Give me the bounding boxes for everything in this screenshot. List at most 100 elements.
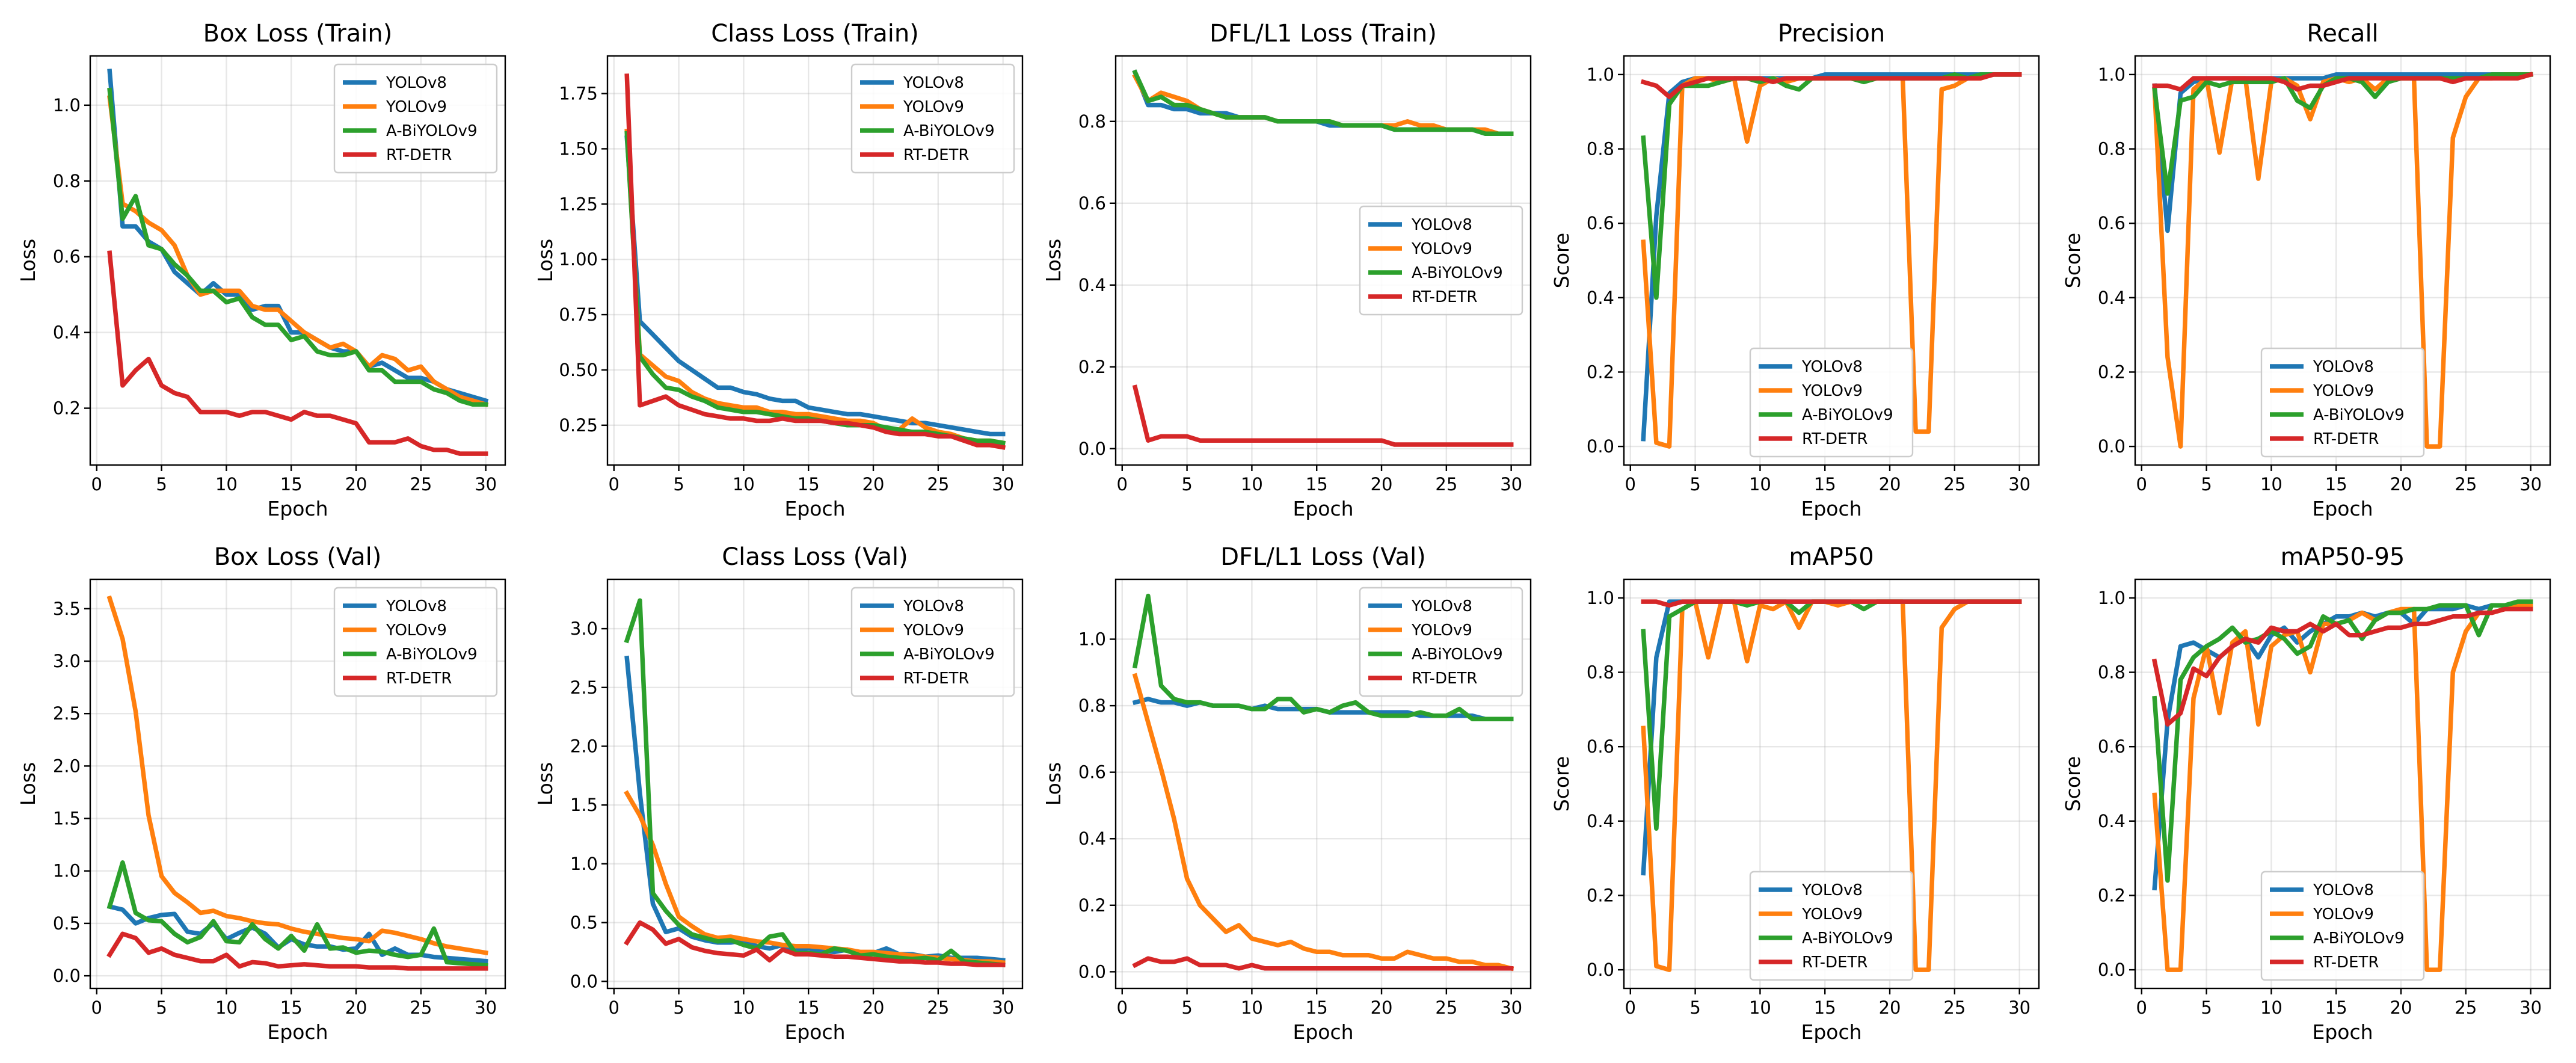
legend-box [850, 63, 1015, 174]
x-tick-label: 25 [927, 474, 949, 495]
x-axis-label: Epoch [2312, 497, 2373, 520]
x-axis-label: Epoch [2312, 1020, 2373, 1044]
y-tick-label: 0.2 [2098, 885, 2126, 905]
y-tick-label: 0.6 [1587, 213, 1614, 233]
x-tick-label: 0 [1117, 474, 1128, 495]
x-tick-label: 10 [215, 474, 238, 495]
x-tick-label: 25 [410, 997, 432, 1018]
series-line [624, 135, 1006, 437]
x-tick-label: 30 [475, 474, 497, 495]
y-tick-label: 0.2 [1078, 357, 1106, 377]
y-tick-label: 0.5 [53, 913, 81, 934]
legend-box [333, 587, 498, 697]
x-tick-label: 15 [1814, 997, 1836, 1018]
series-line [624, 131, 1006, 446]
y-tick-label: 0.2 [53, 398, 81, 419]
series-line [2152, 599, 2533, 883]
legend-label: YOLOv8 [1411, 216, 1472, 234]
x-tick-label: 5 [2201, 997, 2212, 1018]
y-axis-label: Loss [533, 762, 557, 806]
series-line [624, 129, 1006, 446]
x-tick-label: 5 [156, 474, 167, 495]
y-tick-label: 0.2 [1078, 895, 1106, 916]
series-line [624, 920, 1006, 967]
x-tick-label: 0 [1625, 474, 1636, 495]
x-axis-label: Epoch [784, 497, 845, 520]
legend-label: A-BiYOLOv9 [2313, 406, 2405, 424]
y-tick-label: 0.0 [1587, 960, 1614, 980]
chart-panel: 0 5 10 15 20 25 30 0.0 0.2 0.4 0.6 0.8 1.0 Recall Epoc… [2061, 20, 2551, 520]
legend-label: A-BiYOLOv9 [2313, 929, 2405, 947]
y-axis-label: Score [1550, 233, 1573, 288]
y-axis-label: Loss [1042, 762, 1065, 806]
x-tick-label: 30 [2008, 997, 2030, 1018]
y-tick-label: 0.4 [2098, 811, 2126, 831]
y-tick-label: 0.0 [570, 971, 598, 991]
series-lines [2151, 599, 2533, 972]
chart-panel: 0 5 10 15 20 25 30 0.2 0.4 0.6 0.8 1.0 Box Loss (Tra… [16, 20, 506, 520]
legend-box [2260, 870, 2425, 981]
y-tick-label: 3.0 [53, 651, 81, 671]
y-tick-label: 0.0 [1587, 436, 1614, 457]
axes-frame [1114, 55, 1532, 466]
series-lines [106, 595, 489, 971]
legend-label: YOLOv9 [1801, 905, 1863, 923]
legend-box [2260, 347, 2425, 458]
series-lines [1132, 69, 1514, 447]
legend-label: A-BiYOLOv9 [903, 122, 995, 140]
y-tick-label: 1.0 [1587, 588, 1614, 608]
series-line [1641, 599, 2022, 876]
y-tick-label: 2.0 [53, 756, 81, 776]
legend-label: RT-DETR [1412, 670, 1477, 688]
y-tick-label: 0.6 [1078, 193, 1106, 214]
x-axis-label: Epoch [1801, 497, 1861, 520]
chart-title: Class Loss (Val) [722, 543, 908, 571]
x-axis-label: Epoch [267, 497, 328, 520]
legend: YOLOv8 YOLOv9 A-BiYOLOv9 RT-DETR [850, 587, 1015, 697]
legend-label: YOLOv9 [903, 621, 964, 639]
legend-label: RT-DETR [2313, 430, 2379, 448]
series-lines [624, 73, 1006, 450]
series-line [1132, 593, 1514, 721]
series-line [2152, 72, 2534, 92]
x-tick-label: 15 [1306, 997, 1328, 1018]
y-tick-label: 0.6 [2098, 213, 2126, 233]
axes-frame [1623, 55, 2040, 466]
legend-label: RT-DETR [1802, 954, 1867, 972]
y-tick-label: 0.8 [2098, 139, 2126, 159]
x-tick-label: 30 [475, 997, 497, 1018]
x-axis-label: Epoch [1801, 1020, 1861, 1044]
x-axis-label: Epoch [1293, 1020, 1353, 1044]
y-axis-label: Score [2061, 756, 2085, 812]
x-tick-label: 15 [280, 997, 303, 1018]
y-tick-label: 2.5 [570, 677, 598, 698]
series-line [107, 250, 488, 456]
x-tick-label: 15 [280, 474, 303, 495]
y-tick-label: 0.0 [2098, 436, 2126, 457]
legend-label: YOLOv9 [386, 621, 447, 639]
chart-title: Precision [1778, 20, 1885, 48]
x-tick-label: 10 [1241, 997, 1263, 1018]
x-tick-label: 10 [2260, 997, 2282, 1018]
x-tick-label: 5 [156, 997, 167, 1018]
x-tick-label: 0 [1117, 997, 1128, 1018]
x-tick-label: 20 [2390, 474, 2412, 495]
x-tick-label: 20 [1879, 997, 1901, 1018]
series-line [1640, 72, 2022, 99]
y-tick-label: 0.8 [1078, 695, 1106, 716]
y-tick-label: 0.75 [559, 304, 598, 325]
x-tick-label: 25 [927, 997, 949, 1018]
series-lines [2152, 72, 2534, 449]
legend-label: YOLOv8 [1801, 881, 1863, 899]
legend-label: YOLOv8 [903, 74, 964, 92]
legend-label: YOLOv9 [2313, 905, 2374, 923]
x-tick-label: 30 [1500, 474, 1522, 495]
x-tick-label: 5 [1689, 474, 1700, 495]
y-tick-label: 0.0 [1078, 961, 1106, 982]
legend-box [1749, 870, 1914, 981]
legend-label: RT-DETR [1802, 430, 1867, 448]
chart-panel: 0 5 10 15 20 25 30 0.0 0.5 1.0 1.5 2.0 2.5 3.0 Class L… [533, 543, 1024, 1044]
series-line [106, 595, 489, 956]
x-tick-label: 15 [798, 474, 820, 495]
series-line [106, 931, 488, 971]
